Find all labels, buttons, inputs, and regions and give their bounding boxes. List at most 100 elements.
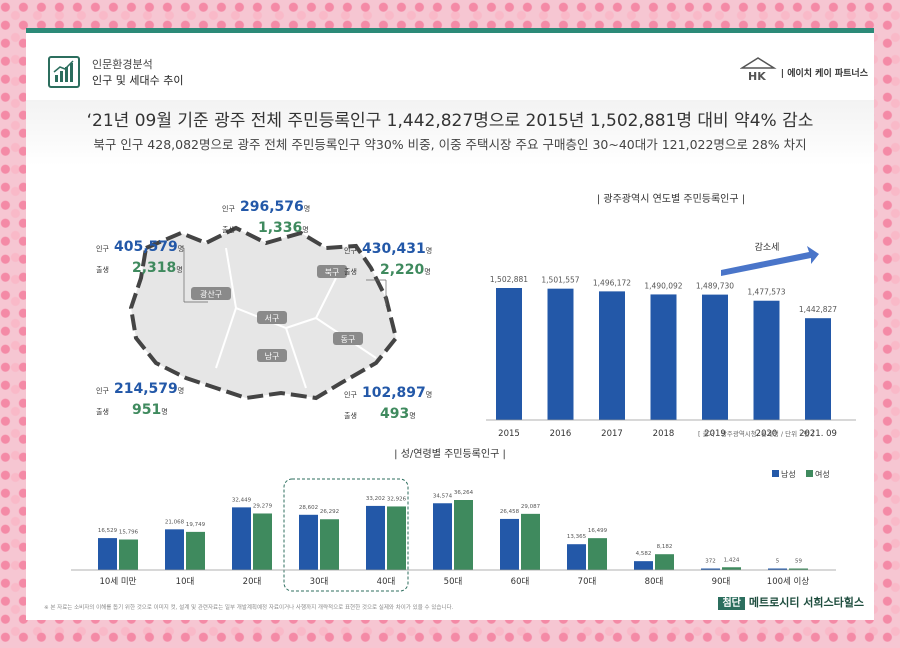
- chart2-value-label: 8,182: [657, 544, 673, 550]
- chart2-bar-male: [433, 503, 452, 570]
- chart2-value-label: 5: [776, 559, 780, 565]
- chart2-bar-male: [701, 568, 720, 570]
- top-accent-line: [26, 28, 874, 33]
- chart2-value-label: 29,087: [521, 504, 541, 510]
- logo-text: | 에이치 케이 파트너스: [780, 69, 868, 79]
- chart1-value-label: 1,477,573: [747, 288, 785, 297]
- district-tag: [333, 332, 363, 345]
- slide: 인문환경분석 인구 및 세대수 추이 HK | 에이치 케이 파트너스 ‘21년…: [26, 28, 874, 620]
- chart1-bar: [805, 318, 831, 420]
- chart1-x-label: 2020: [756, 429, 778, 439]
- district-name: 광산구: [200, 289, 222, 299]
- chart2-bar-male: [567, 544, 586, 570]
- chart2-bar-female: [387, 506, 406, 570]
- birth-unit: 명: [161, 408, 168, 416]
- bar-chart-icon: [48, 56, 80, 88]
- birth-unit: 명: [424, 268, 431, 276]
- highlight-30-40: [283, 478, 409, 592]
- district-stat-4: 인구 102,897명 출생 493명: [344, 382, 464, 422]
- district-name: 북구: [325, 268, 340, 277]
- chart2-x-label: 50대: [444, 577, 463, 587]
- pop-value: 296,576: [239, 199, 304, 215]
- chart2-value-label: 32,449: [232, 497, 252, 503]
- chart2-value-label: 34,574: [433, 493, 453, 499]
- pop-unit: 명: [177, 387, 185, 395]
- district-name: 동구: [341, 335, 356, 344]
- pop-unit: 명: [177, 245, 185, 253]
- chart2-bar-female: [454, 500, 473, 570]
- chart1-source: [ 출처 : 광주광역시청, 통계청 / 단위 : 명 ]: [698, 430, 815, 438]
- chart2-x-label: 70대: [578, 577, 597, 587]
- chart2-value-label: 21,068: [165, 519, 185, 525]
- footer-note: ※ 본 자료는 소비자의 이해를 돕기 위한 것으로 이미지 컷, 설계 및 관…: [44, 605, 454, 611]
- pop-label: 인구: [344, 391, 357, 399]
- chart2-value-label: 13,365: [567, 534, 587, 540]
- headline-band: [26, 100, 874, 166]
- chart2-bar-male: [232, 507, 251, 570]
- chart2-value-label: 33,202: [366, 496, 385, 502]
- chart1-title: | 광주광역시 연도별 주민등록인구 |: [597, 193, 745, 205]
- chart2-bar-male: [768, 568, 787, 570]
- chart2-value-label: 36,264: [454, 490, 474, 496]
- chart1-x-label: 2016: [550, 429, 572, 439]
- district-tag: [191, 287, 231, 300]
- age-gender-population-chart: | 성/연령별 주민등록인구 | 남성 여성 16,529 15,796 10세 미만…: [71, 448, 836, 592]
- chart2-bar-female: [320, 519, 339, 570]
- district-name: 서구: [265, 314, 280, 323]
- chart2-bar-male: [366, 505, 385, 570]
- chart1-x-label: 2019: [704, 429, 726, 439]
- chart2-bar-male: [165, 529, 184, 570]
- chart1-value-label: 1,489,730: [696, 282, 734, 291]
- chart2-bar-male: [299, 514, 318, 570]
- chart2-bar-male: [98, 538, 117, 570]
- brand-name: 메트로시티 서희스타힐스: [748, 596, 864, 609]
- legend-label: 남성: [781, 470, 796, 479]
- birth-label: 출생: [96, 408, 109, 416]
- pop-value: 405,579: [113, 239, 178, 255]
- chart2-value-label: 15,796: [119, 530, 139, 536]
- birth-label: 출생: [96, 266, 109, 274]
- chart2-x-label: 60대: [511, 577, 530, 587]
- legend-swatch: [806, 470, 813, 477]
- district-name: 남구: [265, 352, 280, 361]
- birth-unit: 명: [176, 266, 183, 274]
- pop-label: 인구: [222, 205, 235, 213]
- legend-swatch: [772, 470, 779, 477]
- chart2-bar-female: [588, 538, 607, 570]
- chart2-bar-female: [253, 513, 272, 570]
- chart2-x-label: 20대: [243, 577, 262, 587]
- chart1-x-label: 2015: [498, 429, 520, 439]
- district-stat-2: 인구 296,576명 출생 1,336명: [222, 196, 342, 236]
- chart1-x-label: 2018: [653, 429, 675, 439]
- chart2-x-label: 90대: [712, 577, 731, 587]
- pop-label: 인구: [96, 387, 109, 395]
- chart2-bar-male: [634, 561, 653, 570]
- birth-value: 951: [131, 402, 162, 418]
- pop-value: 102,897: [361, 385, 426, 401]
- district-stat-0: 인구 405,579명 출생 2,318명: [96, 236, 216, 276]
- chart2-title: | 성/연령별 주민등록인구 |: [394, 448, 506, 460]
- district-tag: [317, 265, 347, 278]
- birth-value: 1,336: [257, 220, 303, 236]
- district-tag: [257, 311, 287, 324]
- chart2-value-label: 32,926: [387, 496, 407, 502]
- chart1-value-label: 1,501,557: [541, 276, 579, 285]
- chart1-annotation: 감소세: [755, 241, 780, 253]
- chart1-value-label: 1,502,881: [490, 275, 528, 284]
- chart1-bar: [702, 294, 728, 420]
- chart2-value-label: 4,582: [636, 551, 652, 557]
- birth-unit: 명: [409, 412, 416, 420]
- birth-value: 493: [379, 406, 410, 422]
- birth-value: 2,220: [379, 262, 425, 278]
- pop-unit: 명: [303, 205, 311, 213]
- chart1-value-label: 1,490,092: [644, 281, 682, 290]
- chart2-value-label: 29,279: [253, 503, 273, 509]
- chart2-x-label: 40대: [377, 577, 396, 587]
- birth-label: 출생: [344, 268, 357, 276]
- chart1-bar: [599, 291, 625, 420]
- chart2-bar-female: [119, 539, 138, 570]
- chart2-x-label: 100세 이상: [767, 576, 810, 587]
- birth-unit: 명: [302, 226, 309, 234]
- chart2-value-label: 26,292: [320, 509, 339, 515]
